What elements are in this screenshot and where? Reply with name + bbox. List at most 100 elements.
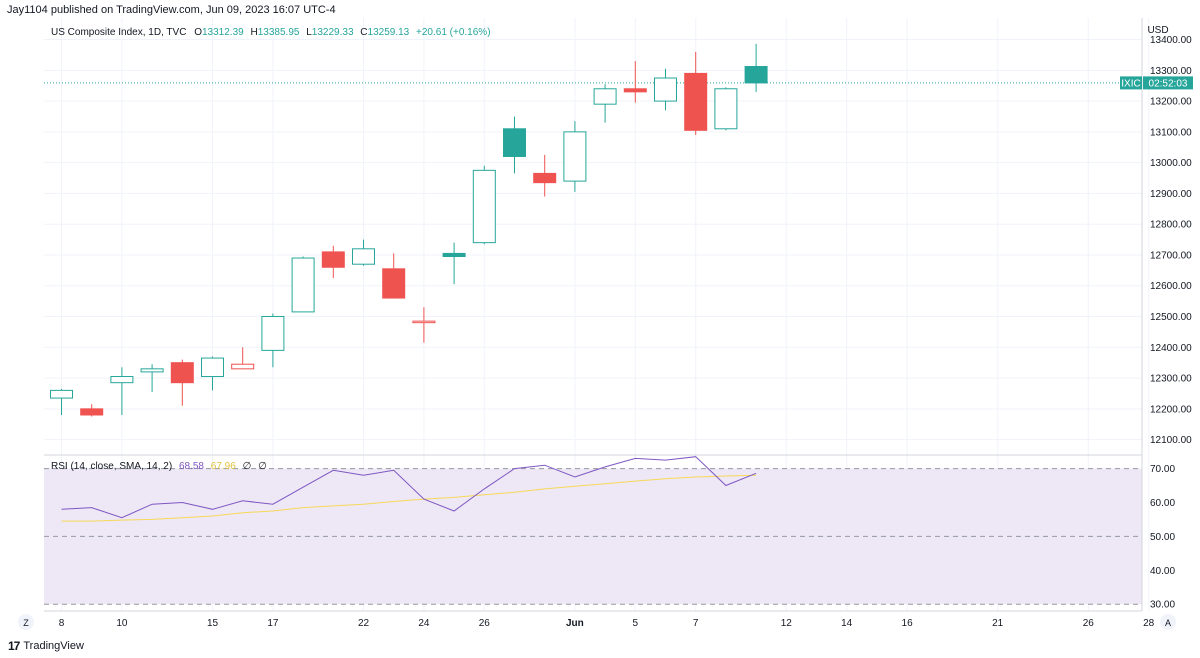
candle (442, 242, 466, 285)
rsi-legend-extra-1: ∅ (243, 461, 252, 472)
candle (261, 313, 285, 368)
candle-body (140, 368, 164, 373)
time-axis-label: 24 (418, 618, 430, 629)
candle-body (412, 320, 436, 324)
candle-body (261, 316, 285, 351)
time-axis-label: 10 (116, 618, 128, 629)
price-tick-label: 12600.00 (1150, 281, 1192, 292)
low-label: L (306, 27, 312, 38)
countdown-badge: 02:52:03 (1149, 78, 1188, 89)
auto-scale-button-label[interactable]: A (1165, 618, 1171, 628)
open-label: O (194, 27, 202, 38)
candle (714, 87, 738, 131)
candle-body (442, 252, 466, 258)
candle (503, 116, 526, 174)
time-axis-label: 15 (207, 618, 219, 629)
timezone-button-bg[interactable] (18, 614, 34, 630)
candle-body (201, 357, 224, 378)
candle (593, 84, 617, 123)
candle-body (291, 257, 315, 313)
candle-body (503, 128, 526, 157)
auto-scale-button-bg[interactable] (1160, 614, 1176, 630)
rsi-legend-extra-2: ∅ (258, 461, 267, 472)
candle (201, 356, 224, 391)
rsi-tick-label: 70.00 (1150, 464, 1175, 475)
symbol-badge: IXIC (1121, 78, 1140, 89)
candle (80, 404, 104, 417)
close-label: C (360, 27, 367, 38)
time-axis-label: 16 (902, 618, 914, 629)
candle (110, 367, 134, 415)
time-axis-label: 14 (841, 618, 853, 629)
candles-layer (50, 43, 768, 417)
time-axis-label: 26 (1083, 618, 1095, 629)
candle (533, 154, 557, 197)
candle (654, 68, 677, 111)
time-axis-label: 21 (992, 618, 1004, 629)
low-value: 13229.33 (312, 27, 354, 38)
candle-body (593, 88, 617, 105)
price-tick-label: 13200.00 (1150, 97, 1192, 108)
rsi-tick-label: 50.00 (1150, 532, 1175, 543)
close-value: 13259.13 (368, 27, 410, 38)
rsi-legend-label: RSI (14, close, SMA, 14, 2) (51, 461, 172, 472)
candle-body (684, 72, 708, 131)
candle-body (563, 131, 587, 182)
price-tick-label: 12400.00 (1150, 343, 1192, 354)
time-axis-label: 7 (693, 618, 699, 629)
auto-scale-button[interactable]: A (1160, 614, 1176, 630)
candle (291, 256, 315, 313)
high-label: H (251, 27, 258, 38)
rsi-legend-sma-value: 67.96 (211, 461, 236, 472)
time-axis-label: 26 (479, 618, 491, 629)
rsi-sma-line (61, 474, 757, 522)
candle (744, 43, 768, 93)
candle-body (321, 251, 345, 268)
rsi-line (61, 456, 757, 519)
currency-label: USD (1147, 25, 1168, 36)
candle (563, 121, 587, 192)
time-axis-labels: 8 10 15 17 22 24 26 Jun 5 7 12 14 16 21 26 28 (59, 618, 1155, 629)
price-tick-label: 12100.00 (1150, 435, 1192, 446)
price-tick-label: 13100.00 (1150, 127, 1192, 138)
ohlc-legend[interactable]: US Composite Index, 1D, TVC O13312.39 H1… (51, 27, 491, 38)
candle-body (533, 172, 557, 184)
price-axis-ticks: 12100.00 12200.00 12300.00 12400.00 12500.00… (1150, 35, 1192, 446)
price-tick-label: 12300.00 (1150, 374, 1192, 385)
candle-body (352, 248, 375, 265)
timezone-button-label[interactable]: Z (23, 618, 29, 628)
candle-body (170, 362, 194, 384)
candle-body (50, 389, 73, 399)
rsi-tick-label: 40.00 (1150, 566, 1175, 577)
candle-body (110, 376, 134, 384)
price-tick-label: 12200.00 (1150, 404, 1192, 415)
time-axis-label: 12 (781, 618, 793, 629)
time-axis-label: 28 (1143, 618, 1155, 629)
symbol-title: US Composite Index, 1D, TVC (51, 27, 186, 38)
candle (623, 61, 647, 103)
price-tick-label: 12700.00 (1150, 250, 1192, 261)
rsi-axis-ticks: 70.00 60.00 50.00 40.00 30.00 (1150, 464, 1175, 611)
publish-info: Jay1104 published on TradingView.com, Ju… (7, 4, 336, 16)
rsi-tick-label: 60.00 (1150, 498, 1175, 509)
candle (50, 388, 73, 415)
candle (472, 165, 496, 245)
price-pane[interactable] (44, 18, 1142, 455)
rsi-tick-label: 30.00 (1150, 600, 1175, 611)
candle (684, 51, 708, 135)
candle-body (654, 77, 677, 102)
high-value: 13385.95 (258, 27, 300, 38)
symbol-badge-bg (1120, 76, 1142, 90)
candle (231, 347, 255, 370)
time-axis-label: 22 (358, 618, 370, 629)
tradingview-logo[interactable]: 17 TradingView (8, 639, 84, 653)
price-tick-label: 13300.00 (1150, 66, 1192, 77)
change-value: +20.61 (+0.16%) (416, 27, 491, 38)
timezone-button[interactable]: Z (18, 614, 34, 630)
candle-body (80, 408, 104, 416)
countdown-badge-bg (1143, 76, 1193, 90)
time-axis-label: 5 (633, 618, 639, 629)
rsi-legend[interactable]: RSI (14, close, SMA, 14, 2) 68.58 67.96 … (51, 461, 267, 472)
candle-body (382, 268, 406, 299)
